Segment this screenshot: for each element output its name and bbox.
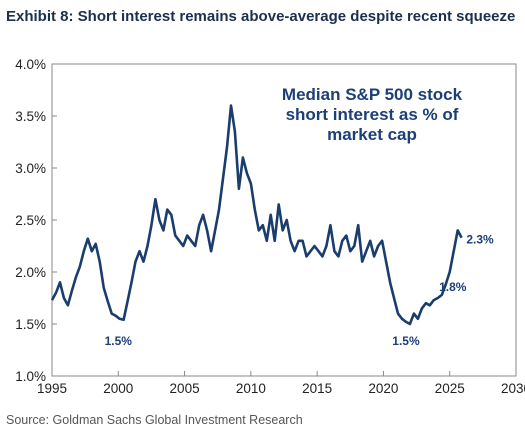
- x-tick-label: 2020: [368, 381, 398, 396]
- annotation-line: short interest as % of: [286, 105, 459, 124]
- y-tick-label: 3.5%: [15, 109, 46, 124]
- x-tick-label: 2015: [302, 381, 332, 396]
- x-tick-label: 2000: [103, 381, 133, 396]
- y-tick-label: 2.5%: [15, 213, 46, 228]
- y-tick-label: 1.5%: [15, 317, 46, 332]
- series-lines: [50, 104, 463, 326]
- y-tick-label: 2.0%: [15, 265, 46, 280]
- annotation-line: market cap: [327, 125, 417, 144]
- annotation-line: Median S&P 500 stock: [282, 85, 463, 104]
- x-tick-label: 2030: [501, 381, 525, 396]
- data-labels: 1.5% 1.5% 1.8% 2.3%: [105, 233, 494, 348]
- x-tick-label: 2005: [170, 381, 200, 396]
- data-label: 2.3%: [466, 233, 494, 247]
- y-tick-label: 1.0%: [15, 369, 46, 384]
- data-label: 1.5%: [105, 334, 133, 348]
- source-note: Source: Goldman Sachs Global Investment …: [6, 413, 303, 427]
- x-tick-label: 2010: [236, 381, 266, 396]
- data-label: 1.5%: [392, 334, 420, 348]
- chart-title: Exhibit 8: Short interest remains above-…: [6, 8, 516, 25]
- y-tick-label: 3.0%: [15, 161, 46, 176]
- y-axis-ticks: 1.0% 1.5% 2.0% 2.5% 3.0% 3.5% 4.0%: [15, 57, 57, 384]
- x-tick-label: 1995: [37, 381, 67, 396]
- y-tick-label: 4.0%: [15, 57, 46, 72]
- data-label: 1.8%: [439, 280, 467, 294]
- x-axis-ticks: 1995 2000 2005 2010 2015 2020 2025 2030: [37, 371, 525, 396]
- x-tick-label: 2025: [435, 381, 465, 396]
- series-line: [50, 104, 463, 326]
